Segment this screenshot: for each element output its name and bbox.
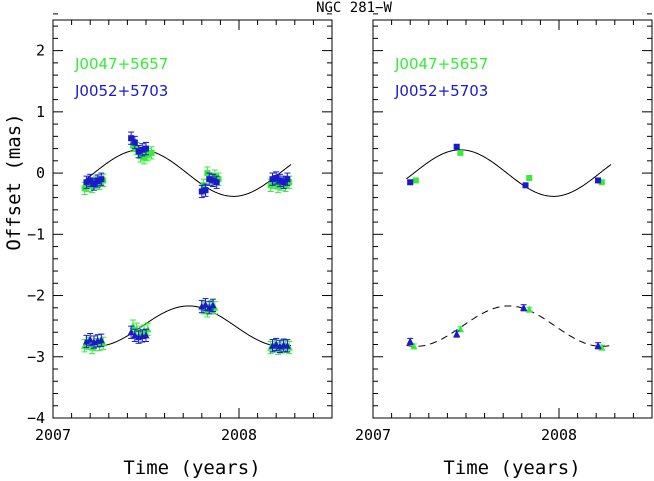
left-j0052-5703-north-point bbox=[127, 328, 135, 336]
left-legend-j0052-5703: J0052+5703 bbox=[74, 82, 168, 100]
left-plot-frame bbox=[52, 19, 333, 419]
left-x-axis-label: Time (years) bbox=[123, 457, 260, 479]
left-y-tick-label: −3 bbox=[27, 348, 45, 366]
left-j0052-5703-east-point bbox=[209, 177, 216, 184]
left-j0052-5703-east-point bbox=[280, 179, 287, 186]
left-j0047-5657-east-point bbox=[286, 179, 293, 186]
left-j0052-5703-north-point bbox=[202, 300, 210, 308]
left-j0052-5703-north-point bbox=[198, 302, 206, 310]
left-j0052-5703-east-point bbox=[135, 148, 142, 155]
left-j0047-5657-east-point bbox=[129, 142, 136, 149]
left-j0052-5703-north-point bbox=[131, 331, 139, 339]
right-j0047-5657-east-point bbox=[598, 179, 605, 186]
left-j0052-5703-east-point bbox=[284, 176, 291, 183]
left-j0052-5703-east-point bbox=[128, 135, 135, 142]
left-j0052-5703-east-point bbox=[94, 178, 101, 185]
right-j0052-5703-east-point bbox=[522, 182, 529, 189]
left-j0052-5703-north-point bbox=[205, 303, 213, 311]
right-east-model bbox=[406, 149, 612, 197]
left-j0052-5703-north-point bbox=[82, 337, 90, 345]
left-x-tick-label: 2007 bbox=[35, 426, 71, 444]
right-legend-j0052-5703: J0052+5703 bbox=[394, 82, 488, 100]
left-j0047-5657-north-point bbox=[88, 343, 96, 351]
left-j0052-5703-east-point bbox=[139, 146, 146, 153]
right-plot-frame bbox=[372, 19, 653, 419]
left-y-tick-label: −2 bbox=[27, 287, 45, 305]
left-j0052-5703-east-point bbox=[198, 188, 205, 195]
left-y-tick-label: 1 bbox=[36, 103, 45, 121]
left-panel: 2007 2008 2 1 0 −1 −2 −3 −4 J0047+5657 J0052+5703 bbox=[27, 13, 333, 444]
left-j0052-5703-east-point bbox=[131, 139, 138, 146]
left-j0052-5703-north-point bbox=[97, 336, 105, 344]
y-axis-label: Offset (mas) bbox=[3, 113, 25, 250]
left-legend-j0047-5657: J0047+5657 bbox=[74, 55, 168, 73]
right-j0047-5657-east-point bbox=[412, 177, 419, 184]
left-j0047-5657-east-point bbox=[215, 176, 222, 183]
left-y-tick-label: −1 bbox=[27, 225, 45, 243]
right-j0052-5703-north-point bbox=[594, 341, 602, 349]
left-j0052-5703-east-point bbox=[143, 145, 149, 152]
left-y-tick-label: 0 bbox=[36, 164, 45, 182]
right-panel: 2007 2008 J0047+5657 J0052+5703 bbox=[355, 13, 653, 444]
left-j0052-5703-east-point bbox=[213, 179, 220, 186]
figure-title: NGC 281−W bbox=[316, 0, 392, 16]
left-j0052-5703-north-point bbox=[272, 340, 280, 348]
right-j0052-5703-north-point bbox=[406, 337, 414, 345]
left-j0052-5703-east-point bbox=[90, 181, 97, 188]
left-east-model bbox=[86, 149, 292, 197]
right-j0052-5703-east-point bbox=[407, 179, 414, 186]
left-j0052-5703-east-point bbox=[98, 176, 105, 183]
left-j0052-5703-east-point bbox=[273, 174, 280, 181]
right-north-model bbox=[406, 305, 612, 347]
left-j0047-5657-east-point bbox=[141, 154, 148, 161]
left-j0052-5703-east-point bbox=[206, 176, 213, 183]
left-j0052-5703-east-point bbox=[87, 177, 94, 184]
right-x-tick-label: 2008 bbox=[541, 426, 577, 444]
left-y-tick-label: −4 bbox=[27, 409, 45, 427]
left-j0052-5703-north-point bbox=[86, 335, 94, 343]
left-j0047-5657-east-point bbox=[85, 182, 92, 189]
right-j0052-5703-east-point bbox=[595, 177, 602, 184]
left-j0052-5703-north-point bbox=[209, 301, 217, 309]
right-j0047-5657-north-point bbox=[456, 325, 464, 333]
right-j0052-5703-north-point bbox=[520, 303, 528, 311]
left-j0047-5657-east-point bbox=[148, 149, 155, 156]
left-j0052-5703-east-point bbox=[83, 179, 90, 186]
right-j0047-5657-north-point bbox=[525, 305, 533, 313]
right-j0047-5657-east-point bbox=[457, 149, 464, 156]
left-x-tick-label: 2008 bbox=[221, 426, 257, 444]
right-j0047-5657-north-point bbox=[410, 342, 418, 350]
right-j0052-5703-north-point bbox=[453, 330, 461, 338]
left-j0052-5703-north-point bbox=[142, 331, 150, 339]
left-y-tick-label: 2 bbox=[36, 42, 45, 60]
left-north-model bbox=[86, 305, 292, 347]
right-j0052-5703-east-point bbox=[453, 143, 460, 150]
right-x-tick-label: 2007 bbox=[355, 426, 391, 444]
left-j0052-5703-east-point bbox=[202, 187, 209, 194]
left-j0052-5703-east-point bbox=[269, 176, 276, 183]
right-j0047-5657-east-point bbox=[526, 174, 533, 181]
right-x-axis-label: Time (years) bbox=[443, 457, 580, 479]
right-legend-j0047-5657: J0047+5657 bbox=[394, 55, 488, 73]
left-j0052-5703-east-point bbox=[276, 177, 283, 184]
left-j0047-5657-east-point bbox=[271, 179, 278, 186]
left-j0052-5703-north-point bbox=[283, 341, 291, 349]
